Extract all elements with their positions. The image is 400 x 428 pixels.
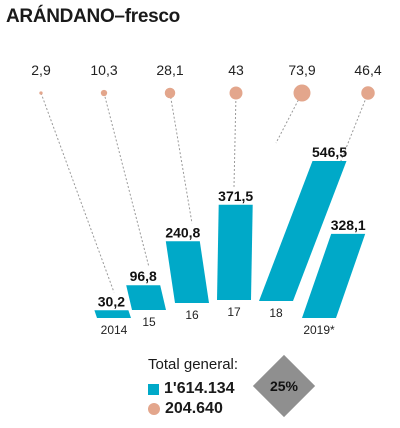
leader-line [103, 92, 150, 268]
legend-row-bars: 1'614.134 [148, 379, 238, 399]
bubbles [39, 84, 375, 102]
bubble-value-label: 43 [228, 62, 244, 78]
legend-title: Total general: [148, 356, 239, 373]
category-label: 18 [269, 306, 283, 320]
bubble [229, 86, 243, 100]
legend-row-bubbles: 204.640 [148, 399, 238, 419]
bar [259, 161, 347, 301]
bubble [100, 89, 108, 97]
bubble-value-label: 2,9 [31, 62, 51, 78]
bar-value-label: 30,2 [98, 293, 125, 309]
bubble [361, 86, 375, 100]
bar-value-label: 328,1 [331, 217, 366, 233]
bar [165, 241, 209, 303]
bar [217, 204, 253, 300]
bubble [293, 84, 311, 102]
bar [94, 310, 131, 318]
bubble-value-label: 28,1 [156, 62, 183, 78]
bubble [39, 91, 43, 95]
category-label: 17 [227, 305, 241, 319]
bubble-value-label: 46,4 [354, 62, 381, 78]
category-label: 2019* [303, 323, 335, 337]
bar-value-label: 240,8 [165, 224, 200, 240]
legend-bar-total: 1'614.134 [164, 380, 235, 397]
bubble-swatch [148, 403, 160, 415]
percent-badge-label: 25% [269, 378, 299, 394]
category-label: 16 [185, 308, 199, 322]
category-labels: 2014 15 16 17 18 2019* [101, 305, 335, 337]
leader-line [40, 92, 115, 293]
bubble [164, 87, 176, 99]
leader-line [275, 92, 303, 144]
bubble-value-label: 73,9 [288, 62, 315, 78]
bar-value-label: 371,5 [218, 188, 253, 204]
category-label: 15 [142, 315, 156, 329]
bar-value-label: 546,5 [312, 144, 347, 160]
bubble-value-labels: 2,9 10,3 28,1 43 73,9 46,4 [31, 62, 382, 78]
bar-swatch [148, 383, 159, 395]
bubble-value-label: 10,3 [90, 62, 117, 78]
chart-title: ARÁNDANO–fresco [6, 6, 180, 27]
leader-lines [40, 92, 369, 293]
leader-line [169, 92, 193, 224]
bar-value-labels: 30,2 96,8 240,8 371,5 546,5 328,1 [98, 144, 366, 309]
bar-value-label: 96,8 [130, 268, 157, 284]
legend-bubble-total: 204.640 [165, 400, 223, 417]
bar [302, 233, 366, 318]
bars [94, 161, 366, 318]
leader-line [233, 92, 237, 187]
legend: Total general: 1'614.134 204.640 [148, 356, 238, 419]
bar [126, 285, 166, 310]
category-label: 2014 [101, 323, 128, 337]
